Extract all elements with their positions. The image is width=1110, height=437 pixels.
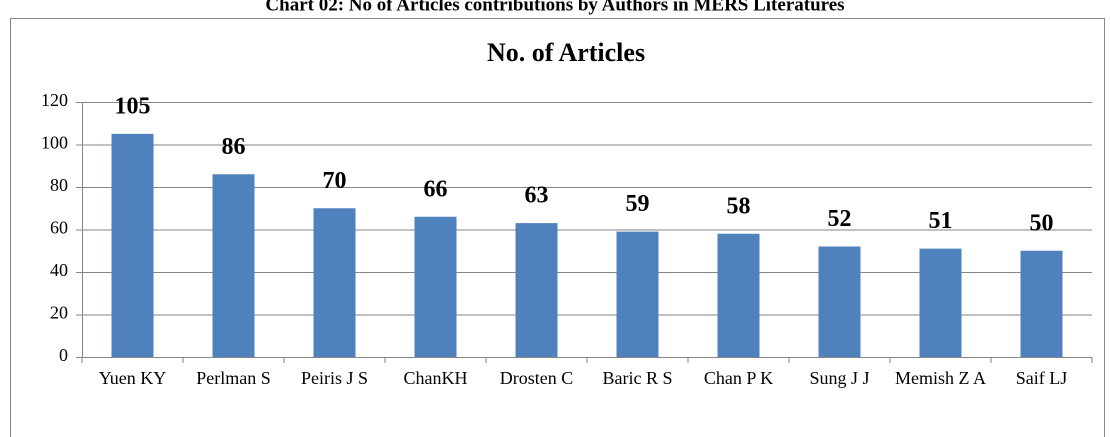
x-tick-label: Drosten C: [500, 368, 574, 388]
x-tick-label: Sung J J: [809, 368, 869, 388]
y-tick-label: 100: [41, 133, 68, 153]
data-label: 59: [626, 191, 650, 217]
y-tick-label: 0: [59, 345, 68, 365]
x-tick-label: Perlman S: [196, 368, 271, 388]
y-tick-label: 60: [50, 218, 68, 238]
data-label: 58: [727, 193, 751, 219]
bar: [616, 231, 659, 357]
x-tick-label: Peiris J S: [301, 368, 368, 388]
caption: Chart 02: No of Articles contributions b…: [265, 0, 844, 15]
bar: [313, 208, 356, 357]
bar: [717, 233, 760, 357]
data-label: 50: [1030, 210, 1054, 236]
x-tick-label: ChanKH: [404, 368, 468, 388]
x-tick-label: Saif LJ: [1016, 368, 1068, 388]
bar: [818, 246, 861, 357]
data-label: 63: [525, 183, 549, 209]
bar: [414, 216, 457, 357]
y-tick-label: 120: [41, 90, 68, 110]
data-label: 52: [828, 206, 852, 232]
bar: [111, 133, 154, 357]
data-label: 51: [929, 208, 953, 234]
data-label: 86: [222, 134, 246, 160]
data-label: 105: [115, 93, 151, 119]
chart-title: No. of Articles: [487, 38, 645, 67]
data-label: 66: [424, 176, 448, 202]
x-tick-label: Memish Z A: [895, 368, 986, 388]
y-tick-label: 80: [50, 175, 68, 195]
bar: [919, 248, 962, 357]
x-tick-label: Chan P K: [704, 368, 773, 388]
bar: [515, 223, 558, 357]
x-tick-label: Yuen KY: [99, 368, 167, 388]
x-tick-label: Baric R S: [603, 368, 673, 388]
y-tick-label: 40: [50, 260, 68, 280]
y-tick-label: 20: [50, 303, 68, 323]
bar: [212, 174, 255, 357]
data-label: 70: [323, 168, 347, 194]
bar: [1020, 250, 1063, 357]
